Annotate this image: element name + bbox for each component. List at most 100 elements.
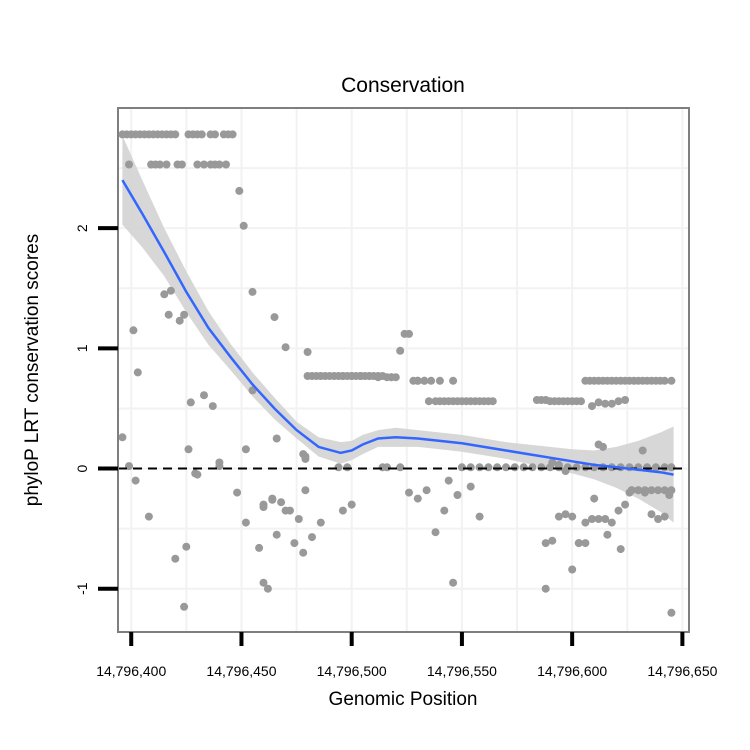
data-point <box>235 186 244 195</box>
data-point <box>667 463 676 472</box>
data-point <box>440 506 449 515</box>
chart-title: Conservation <box>341 74 465 97</box>
data-point <box>321 372 330 380</box>
data-point <box>255 543 264 552</box>
data-point <box>193 160 202 169</box>
data-point <box>590 494 599 503</box>
data-point <box>171 554 180 563</box>
y-axis: -1 0 1 2 <box>74 224 118 595</box>
data-point <box>548 536 557 545</box>
data-point <box>601 399 610 408</box>
data-point <box>667 486 676 495</box>
data-point <box>603 530 612 539</box>
data-point <box>554 460 563 469</box>
data-point <box>197 130 206 139</box>
x-tick-label: 14,796,650 <box>647 663 717 679</box>
data-point <box>475 463 484 472</box>
data-point <box>574 539 583 548</box>
data-point <box>654 486 663 495</box>
data-point <box>638 446 647 455</box>
data-point <box>607 518 616 527</box>
data-point <box>621 396 630 404</box>
data-point <box>290 539 299 548</box>
data-point <box>131 476 140 485</box>
data-point <box>177 160 186 169</box>
data-point <box>541 584 550 593</box>
data-point <box>200 391 208 400</box>
data-point <box>413 494 422 503</box>
data-point <box>502 463 510 472</box>
data-point <box>299 548 308 557</box>
data-point <box>537 463 546 472</box>
data-point <box>334 463 343 472</box>
data-point <box>554 512 563 521</box>
x-axis: 14,796,400 14,796,450 14,796,500 14,796,550… <box>96 632 718 679</box>
data-point <box>118 433 127 442</box>
data-point <box>308 533 316 542</box>
data-point <box>316 518 325 527</box>
data-point <box>215 160 224 169</box>
data-point <box>577 397 585 406</box>
data-point <box>475 512 484 521</box>
data-point <box>396 346 405 355</box>
data-point <box>444 476 453 485</box>
data-point <box>466 482 475 491</box>
x-tick-label: 14,796,550 <box>427 663 497 679</box>
data-point <box>378 372 387 380</box>
data-point <box>594 515 603 523</box>
data-point <box>548 458 557 467</box>
data-point <box>647 510 656 519</box>
data-point <box>405 329 413 338</box>
data-point <box>484 463 493 472</box>
x-tick-label: 14,796,600 <box>537 663 607 679</box>
y-tick-label: 0 <box>74 464 90 472</box>
data-point <box>166 286 175 295</box>
data-point <box>528 463 537 472</box>
data-point <box>493 463 502 472</box>
data-point <box>488 397 497 406</box>
data-point <box>457 463 466 472</box>
data-point <box>594 440 603 449</box>
data-point <box>180 602 189 611</box>
smooth-curve <box>121 179 674 476</box>
data-point <box>614 506 623 515</box>
data-point <box>581 518 590 527</box>
data-point <box>383 463 391 472</box>
data-point <box>424 397 433 406</box>
data-point <box>616 545 625 554</box>
data-point <box>263 584 272 593</box>
data-point <box>208 402 217 411</box>
data-point <box>427 376 436 385</box>
data-point <box>184 445 193 454</box>
data-point <box>588 402 596 411</box>
data-point <box>241 445 250 454</box>
data-point <box>449 578 458 587</box>
data-point <box>510 463 519 472</box>
data-point <box>627 486 636 495</box>
data-point <box>396 463 405 472</box>
x-tick-label: 14,796,500 <box>317 663 387 679</box>
y-tick-label: 1 <box>74 344 90 352</box>
data-point <box>193 470 202 479</box>
data-point <box>211 130 219 139</box>
data-point <box>144 512 153 521</box>
data-point <box>272 530 281 539</box>
plot-background <box>118 108 689 632</box>
data-point <box>277 498 286 507</box>
data-point <box>405 488 413 497</box>
data-point <box>272 434 281 443</box>
data-point <box>594 398 603 407</box>
data-point <box>568 565 577 574</box>
confidence-band-area <box>122 135 674 523</box>
data-point <box>162 160 171 169</box>
data-point <box>222 160 230 169</box>
data-point <box>215 458 224 467</box>
y-tick-label: 2 <box>74 224 90 232</box>
data-point <box>541 539 550 548</box>
data-point <box>286 506 294 515</box>
x-tick-label: 14,796,450 <box>206 663 276 679</box>
data-point <box>312 372 321 380</box>
data-point <box>607 399 616 408</box>
data-point <box>239 221 248 230</box>
